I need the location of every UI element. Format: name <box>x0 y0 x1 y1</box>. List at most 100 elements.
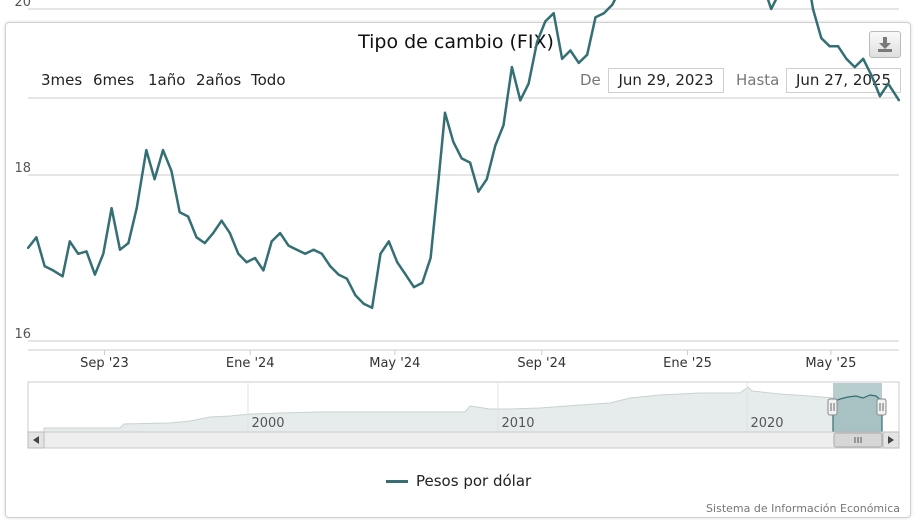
data-point <box>93 273 96 276</box>
data-point <box>569 49 572 52</box>
x-tick-label: May '25 <box>805 356 856 371</box>
data-point <box>469 161 472 164</box>
data-point <box>52 269 55 272</box>
data-point <box>85 250 88 253</box>
data-point <box>203 242 206 245</box>
data-point <box>237 252 240 255</box>
chevron-right-icon <box>888 436 894 444</box>
data-point <box>561 57 564 60</box>
navigator[interactable]: 2000 2010 2020 <box>27 381 900 433</box>
to-label: Hasta <box>736 71 780 89</box>
data-point <box>586 53 589 56</box>
data-point <box>228 232 231 235</box>
data-point <box>220 219 223 222</box>
navigator-x-label: 2000 <box>251 416 284 431</box>
data-point <box>897 99 901 102</box>
data-point <box>161 149 165 152</box>
data-point <box>354 294 357 297</box>
data-point <box>862 57 865 60</box>
data-point <box>535 41 539 44</box>
credits-text: Sistema de Información Económica <box>706 502 900 515</box>
data-point <box>312 248 315 251</box>
y-tick-label: 20 <box>14 0 31 10</box>
y-axis: 16 18 20 <box>14 0 31 342</box>
data-point <box>26 246 30 250</box>
data-point <box>153 178 156 181</box>
x-tick-label: Sep '23 <box>80 356 129 371</box>
data-point <box>510 66 513 69</box>
x-tick-label: May '24 <box>369 356 420 371</box>
data-point <box>371 306 374 309</box>
data-point <box>35 236 38 239</box>
data-point <box>337 273 340 276</box>
data-point <box>304 252 307 255</box>
data-point <box>452 140 455 143</box>
scrollbar[interactable] <box>27 431 900 449</box>
data-point <box>494 144 497 147</box>
data-point <box>412 286 415 289</box>
data-point <box>253 256 257 260</box>
data-point <box>396 261 399 264</box>
data-point <box>68 240 71 243</box>
export-button[interactable] <box>869 31 901 58</box>
navigator-right-handle[interactable] <box>876 398 887 416</box>
data-point <box>845 57 848 60</box>
range-button-1y[interactable]: 1año <box>148 71 186 89</box>
data-point <box>429 256 432 260</box>
data-point <box>387 240 390 243</box>
range-button-2y[interactable]: 2años <box>196 71 242 89</box>
data-point <box>611 3 614 6</box>
navigator-left-handle[interactable] <box>827 398 838 416</box>
data-point <box>320 252 323 255</box>
data-point <box>519 99 522 102</box>
download-icon <box>878 37 892 52</box>
data-point <box>61 275 64 278</box>
y-tick-label: 18 <box>14 161 31 176</box>
range-button-3m[interactable]: 3mes <box>41 71 83 89</box>
data-point <box>212 232 215 235</box>
data-point <box>127 242 130 245</box>
y-tick-label: 16 <box>14 327 31 342</box>
series-line-pesos-por-dolar <box>27 0 901 310</box>
data-point <box>853 66 856 69</box>
from-date-input[interactable]: Jun 29, 2023 <box>608 68 724 93</box>
data-point <box>178 211 181 214</box>
data-point <box>43 265 46 268</box>
data-point <box>270 240 273 243</box>
scrollbar-track[interactable] <box>27 431 900 449</box>
data-point <box>887 82 890 85</box>
data-point <box>544 20 547 23</box>
data-point <box>437 173 441 177</box>
to-date-input[interactable]: Jun 27, 2025 <box>786 68 901 93</box>
data-point <box>379 252 382 255</box>
data-point <box>552 12 555 15</box>
range-button-6m[interactable]: 6mes <box>93 71 135 89</box>
data-point <box>527 82 530 85</box>
data-point <box>828 45 831 48</box>
x-tick-label: Sep '24 <box>517 356 566 371</box>
data-point <box>295 248 298 251</box>
data-point <box>421 281 424 284</box>
data-point <box>145 149 148 152</box>
data-point <box>187 215 190 218</box>
legend-swatch <box>386 480 408 483</box>
data-point <box>770 7 773 11</box>
data-point <box>477 190 480 193</box>
data-point <box>820 37 823 40</box>
data-point <box>245 261 248 264</box>
legend-item[interactable]: Pesos por dólar <box>386 472 531 490</box>
x-axis: Sep '23 Ene '24 May '24 Sep '24 Ene '25 May '… <box>28 349 899 371</box>
data-point <box>837 45 840 48</box>
from-label: De <box>580 71 601 89</box>
x-tick-label: Ene '24 <box>226 356 275 371</box>
range-button-all[interactable]: Todo <box>251 71 286 89</box>
data-point <box>135 207 138 210</box>
navigator-history-area <box>43 386 834 433</box>
data-point <box>118 248 122 251</box>
data-point <box>262 269 265 272</box>
chart-title: Tipo de cambio (FIX) <box>358 31 554 53</box>
data-point <box>287 244 290 247</box>
data-point <box>811 7 815 11</box>
data-point <box>362 302 365 305</box>
